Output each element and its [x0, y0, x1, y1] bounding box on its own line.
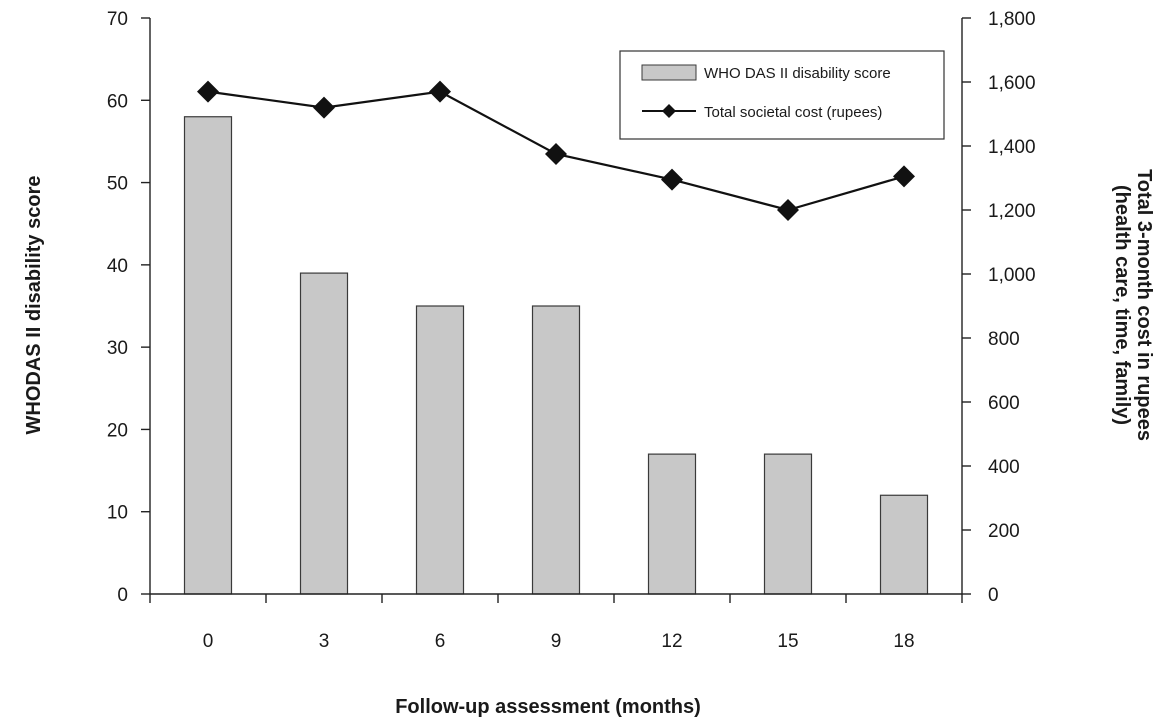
y-axis-title: WHODAS II disability score	[23, 176, 45, 435]
x-tick-label: 12	[661, 631, 682, 652]
right-tick-label: 1,000	[988, 265, 1036, 286]
cost-point	[545, 143, 567, 165]
right-tick-label: 400	[988, 457, 1020, 478]
left-tick-label: 60	[107, 91, 128, 112]
cost-point	[197, 80, 219, 103]
x-tick-label: 0	[203, 631, 214, 652]
right-tick-label: 200	[988, 521, 1020, 542]
left-tick-label: 70	[107, 9, 128, 30]
y2-axis-title-line2: (health care, time, family)	[1111, 185, 1133, 425]
x-tick-label: 3	[319, 631, 330, 652]
x-tick-label: 6	[435, 631, 446, 652]
left-tick-label: 40	[107, 256, 128, 277]
left-tick-label: 30	[107, 338, 128, 359]
disability-bar	[763, 453, 813, 595]
left-tick-label: 10	[107, 503, 128, 524]
cost-point	[893, 165, 915, 188]
disability-bar	[647, 453, 697, 595]
left-tick-label: 50	[107, 174, 128, 195]
cost-point	[313, 96, 335, 119]
legend-line-label: Total societal cost (rupees)	[704, 104, 882, 121]
cost-point	[429, 80, 451, 103]
left-tick-label: 0	[117, 585, 128, 606]
cost-point	[661, 168, 683, 191]
right-tick-label: 800	[988, 329, 1020, 350]
x-axis-title: Follow-up assessment (months)	[395, 696, 701, 718]
x-tick-label: 18	[893, 631, 914, 652]
right-tick-label: 1,200	[988, 201, 1036, 222]
x-tick-label: 15	[777, 631, 798, 652]
left-tick-label: 20	[107, 420, 128, 441]
disability-bar	[531, 305, 581, 595]
right-tick-label: 1,600	[988, 73, 1036, 94]
right-tick-label: 1,800	[988, 9, 1036, 30]
x-tick-label: 9	[551, 631, 562, 652]
disability-bar	[879, 494, 929, 595]
right-tick-label: 600	[988, 393, 1020, 414]
ticks-group: 01020304050607002004006008001,0001,2001,…	[107, 9, 1036, 652]
disability-bar	[183, 116, 233, 595]
cost-point	[777, 199, 799, 221]
cost-line-group	[197, 80, 915, 221]
bars-group	[183, 116, 929, 595]
legend-bar-label: WHO DAS II disability score	[704, 65, 891, 82]
legend: WHO DAS II disability score Total societ…	[619, 50, 945, 140]
disability-bar	[415, 305, 465, 595]
disability-bar	[299, 272, 349, 595]
legend-diamond-icon	[662, 104, 676, 118]
legend-bar-swatch	[641, 64, 697, 81]
right-tick-label: 1,400	[988, 137, 1036, 158]
y2-axis-title-line1: Total 3-month cost in rupees	[1133, 169, 1155, 441]
axes-group	[149, 18, 963, 595]
right-tick-label: 0	[988, 585, 999, 606]
